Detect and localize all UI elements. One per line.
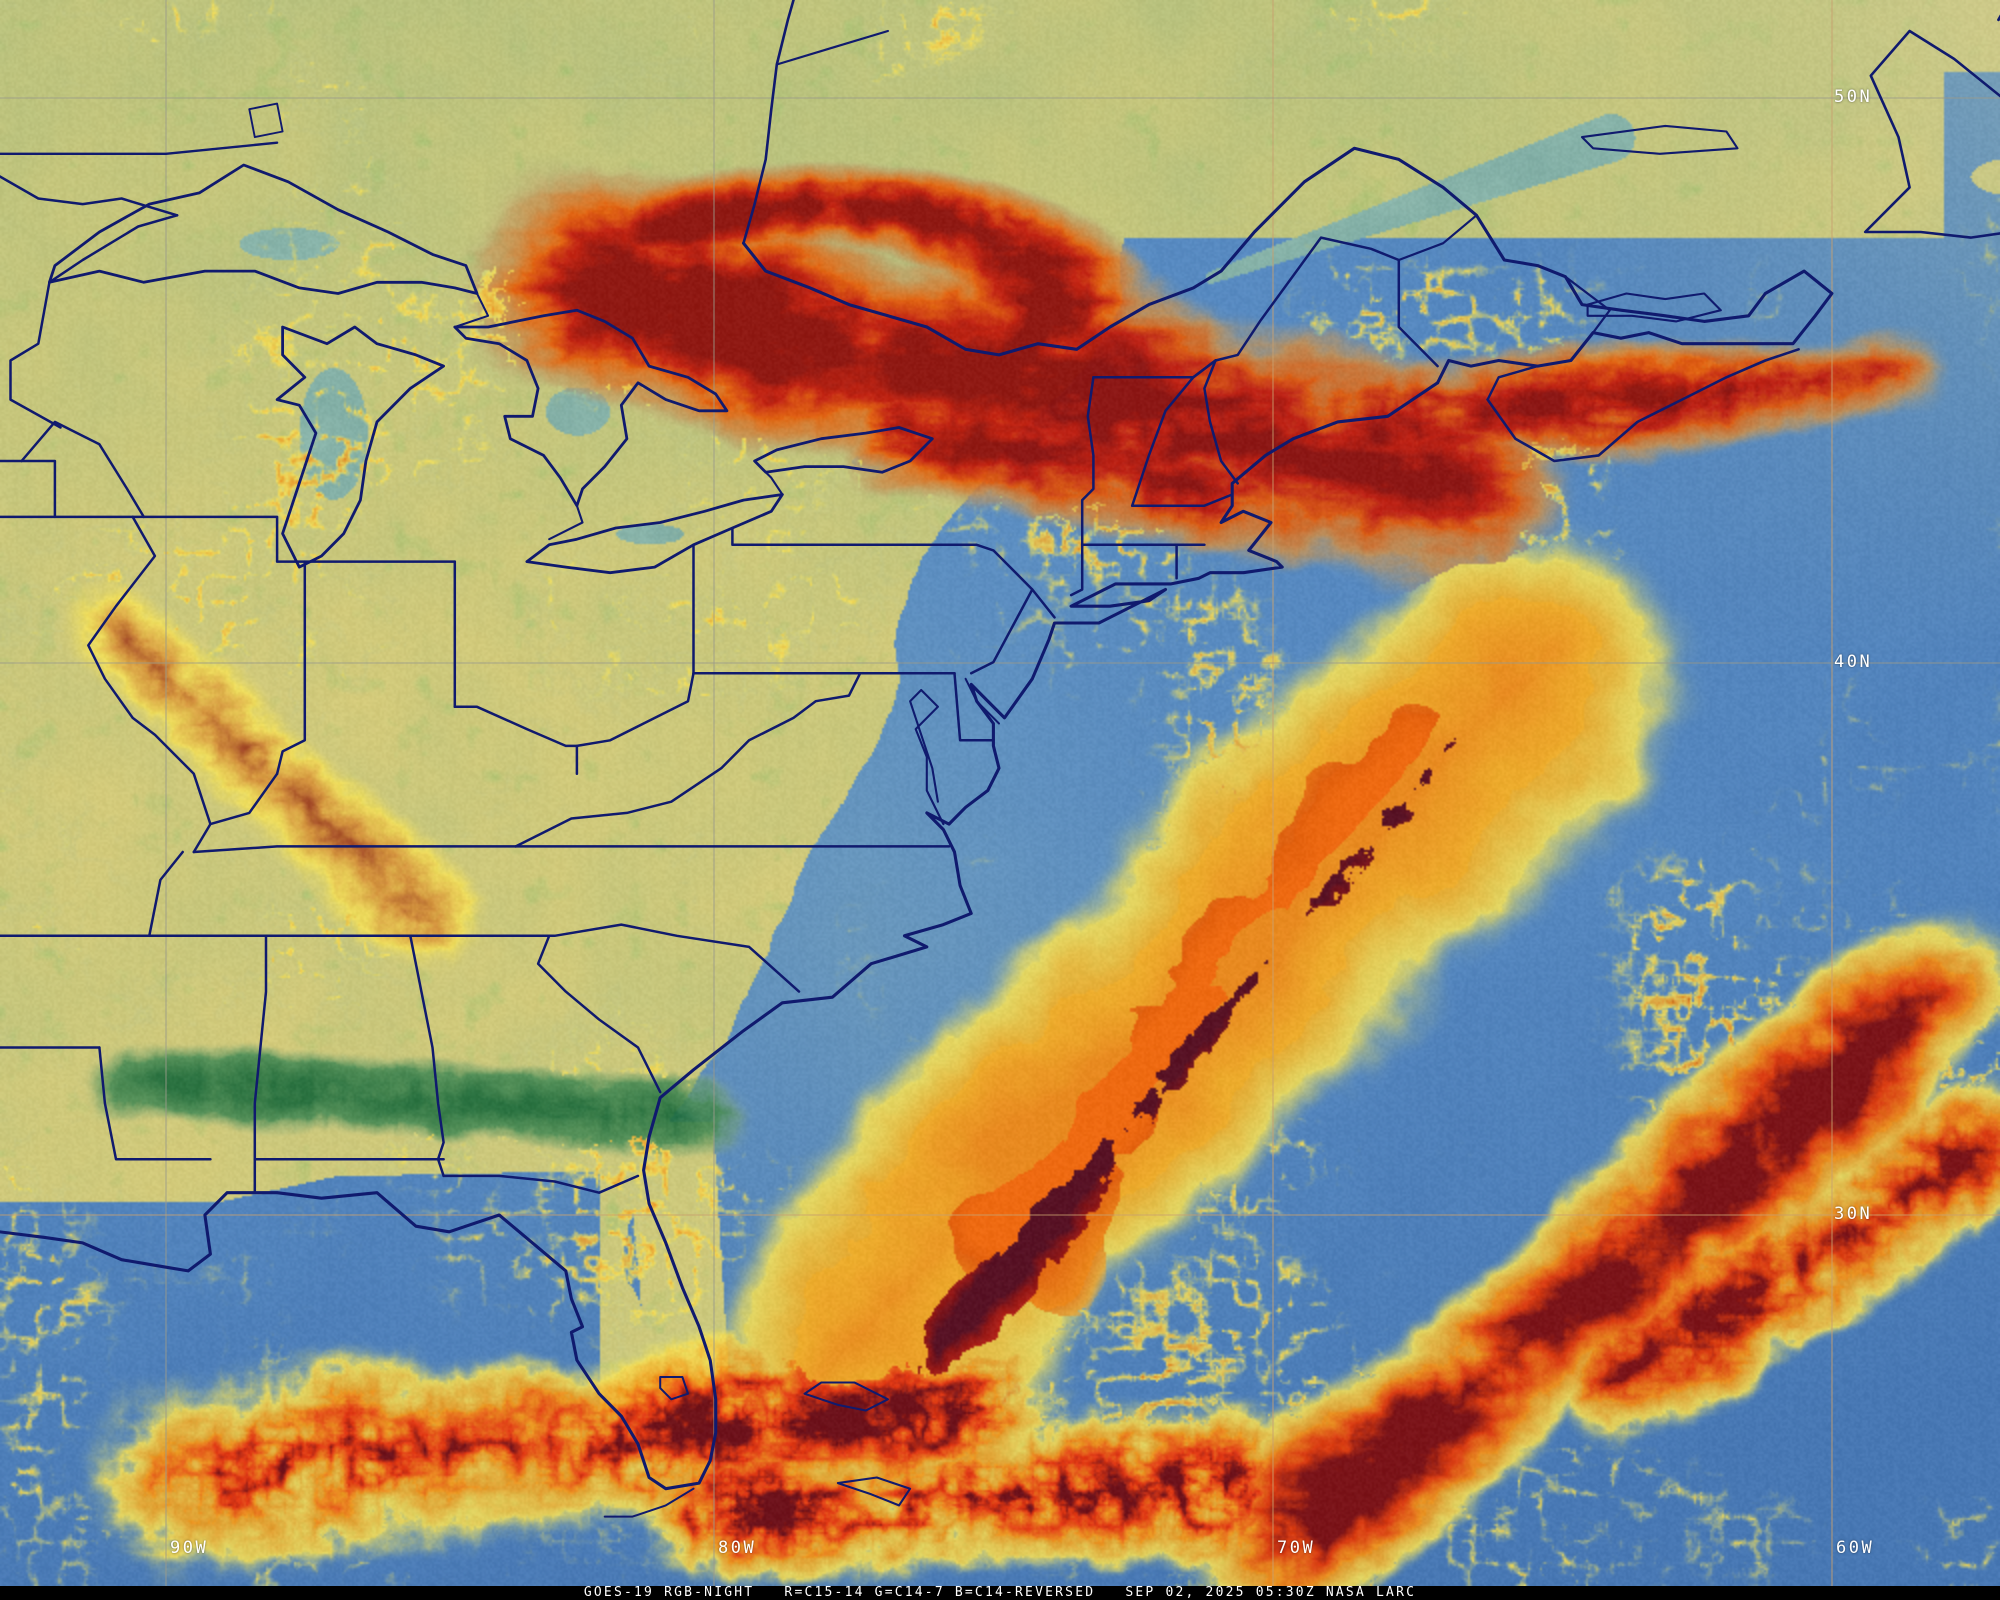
nb-ns-isthmus — [1564, 275, 1611, 334]
state-boundary — [0, 459, 57, 519]
lake-michigan — [275, 325, 445, 569]
longitude-label-80w: 80W — [718, 1538, 757, 1558]
longitude-label-90w: 90W — [170, 1538, 209, 1558]
st-marys-river — [453, 292, 490, 328]
detroit-river — [548, 504, 584, 541]
state-boundary — [453, 705, 579, 748]
state-boundary — [1092, 359, 1217, 379]
state-boundary — [1203, 359, 1239, 485]
state-boundary — [192, 772, 279, 854]
nova-scotia-coast — [1486, 348, 1800, 463]
state-boundary — [9, 281, 62, 429]
atlantic-gulf-coastline — [0, 381, 1440, 1491]
state-boundary — [1130, 493, 1234, 507]
latitude-label-40n: 40N — [1834, 652, 1873, 672]
longitude-label-60w: 60W — [1836, 1538, 1875, 1558]
state-boundary — [48, 214, 179, 284]
state-boundary — [481, 923, 801, 993]
state-boundary — [1069, 543, 1084, 597]
state-boundary — [148, 850, 184, 938]
caption-segment-1 — [754, 1586, 784, 1600]
new-brunswick-border — [1397, 214, 1478, 262]
canada-us-border-west — [0, 141, 279, 155]
lake-superior — [48, 163, 479, 295]
lake-okeechobee — [659, 1376, 689, 1401]
state-boundary — [1080, 376, 1095, 547]
caption-bar: GOES-19 RGB-NIGHT R=C15-14 G=C14-7 B=C14… — [0, 1586, 2000, 1600]
lake-nipigon — [248, 102, 284, 139]
caption-segment-2: R=C15-14 G=C14-7 B=C14-REVERSED — [784, 1586, 1096, 1600]
state-boundary — [536, 934, 662, 1094]
latitude-label-30n: 30N — [1834, 1204, 1873, 1224]
state-boundary — [253, 934, 268, 1194]
lake-huron — [453, 308, 729, 508]
delaware-bay — [964, 677, 1000, 725]
bay-of-fundy — [1486, 364, 1539, 401]
anticosti-island — [1580, 124, 1739, 155]
state-boundary — [1130, 359, 1217, 507]
state-boundary — [1214, 236, 1439, 368]
state-boundary — [20, 420, 146, 519]
state-boundary — [98, 1046, 212, 1161]
chesapeake-bay — [909, 688, 945, 826]
lake-ontario — [753, 426, 934, 474]
st-lawrence-valley-coast — [741, 146, 1834, 385]
labrador-coast — [1997, 14, 2000, 22]
quebec-ontario-border — [742, 0, 795, 245]
latitude-label-50n: 50N — [1834, 87, 1873, 107]
grand-bahama — [803, 1381, 889, 1412]
florida-keys — [603, 1487, 695, 1518]
caption-segment-4: SEP 02, 2025 05:30Z NASA LARC — [1125, 1586, 1417, 1600]
state-boundary — [969, 588, 1034, 675]
state-boundary — [575, 672, 695, 776]
caption-segment-0: GOES-19 RGB-NIGHT — [583, 1586, 755, 1600]
andros-island — [836, 1476, 912, 1507]
state-boundary — [87, 515, 212, 826]
state-boundary — [131, 515, 457, 563]
caption-segment-3 — [1095, 1586, 1125, 1600]
caption-text: GOES-19 RGB-NIGHT R=C15-14 G=C14-7 B=C14… — [0, 1586, 2000, 1600]
state-boundary — [275, 560, 307, 776]
niagara-river — [764, 471, 784, 496]
longitude-label-70w: 70W — [1277, 1538, 1316, 1558]
newfoundland — [1863, 29, 2000, 239]
state-boundary — [731, 526, 1056, 619]
state-boundary — [953, 672, 995, 742]
state-boundary — [514, 672, 862, 848]
state-boundary — [442, 1174, 640, 1194]
state-boundary — [192, 845, 518, 854]
state-boundary — [0, 175, 179, 217]
lake-erie — [525, 493, 784, 575]
prince-edward-island — [1586, 292, 1722, 323]
quebec-boundary-north — [775, 29, 889, 66]
state-boundary — [409, 934, 445, 1178]
